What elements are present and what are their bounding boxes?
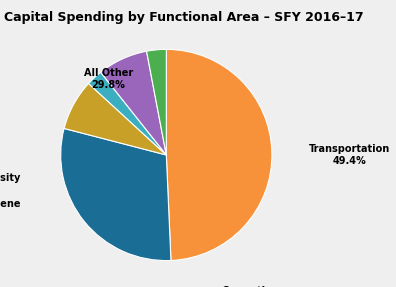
Text: Corrections
3.0%: Corrections 3.0% — [221, 286, 285, 287]
Text: Mental Hygiene
2.5%: Mental Hygiene 2.5% — [0, 199, 21, 221]
Text: Transportation
49.4%: Transportation 49.4% — [309, 144, 390, 166]
Text: State University
7.8%: State University 7.8% — [0, 173, 21, 196]
Wedge shape — [101, 51, 166, 155]
Wedge shape — [64, 84, 166, 155]
Text: Capital Spending by Functional Area – SFY 2016–17: Capital Spending by Functional Area – SF… — [4, 11, 364, 24]
Wedge shape — [166, 49, 272, 261]
Wedge shape — [61, 129, 171, 261]
Wedge shape — [147, 49, 166, 155]
Wedge shape — [89, 72, 166, 155]
Text: All Other
29.8%: All Other 29.8% — [84, 68, 133, 90]
